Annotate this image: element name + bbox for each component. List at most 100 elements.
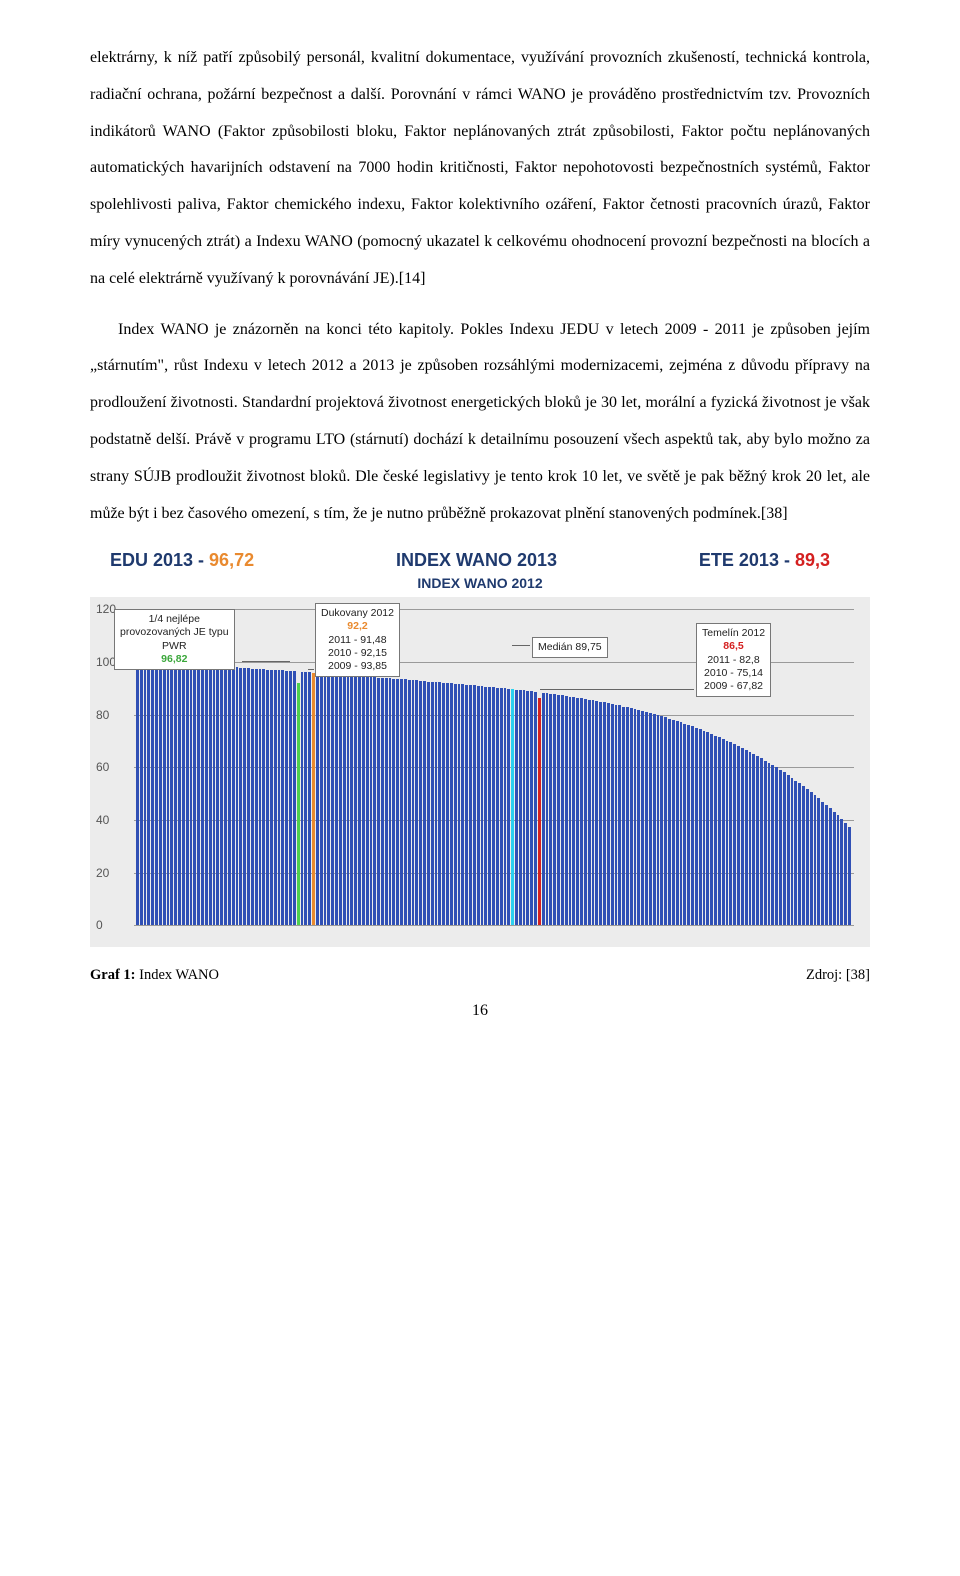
bar xyxy=(327,674,330,925)
bar xyxy=(446,683,449,926)
bar xyxy=(182,663,185,925)
bar xyxy=(519,690,522,925)
ytick-label: 80 xyxy=(96,708,109,722)
bar xyxy=(791,778,794,926)
bar xyxy=(392,679,395,926)
page-number: 16 xyxy=(90,1002,870,1020)
annotation-dukovany: Dukovany 2012 92,2 2011 - 91,48 2010 - 9… xyxy=(315,603,400,677)
ytick-label: 60 xyxy=(96,760,109,774)
bar xyxy=(343,675,346,925)
bar xyxy=(660,716,663,925)
bar xyxy=(802,786,805,925)
bar xyxy=(798,783,801,925)
bar xyxy=(228,667,231,926)
bar xyxy=(335,675,338,926)
bar xyxy=(733,744,736,925)
anno-tem-2009: 2009 - 67,82 xyxy=(702,680,765,693)
bar xyxy=(588,700,591,926)
bar xyxy=(641,711,644,925)
bar xyxy=(844,823,847,926)
bar xyxy=(630,708,633,925)
bar xyxy=(710,734,713,925)
bar xyxy=(668,719,671,926)
anno-pwr-l1: 1/4 nejlépe xyxy=(120,613,229,626)
bar xyxy=(741,748,744,925)
bar xyxy=(829,808,832,925)
bar xyxy=(645,712,648,925)
bar xyxy=(603,702,606,925)
bar xyxy=(285,671,288,926)
bar xyxy=(825,805,828,925)
bar xyxy=(549,694,552,925)
bar xyxy=(373,677,376,925)
bar xyxy=(216,666,219,926)
anno-tem-2010: 2010 - 75,14 xyxy=(702,667,765,680)
bar xyxy=(435,682,438,925)
edu-value: 96,72 xyxy=(209,550,254,570)
callout-median-line xyxy=(512,645,530,646)
bar xyxy=(492,687,495,925)
bar xyxy=(381,678,384,926)
caption-bold: Graf 1: xyxy=(90,967,139,983)
anno-duk-title: Dukovany 2012 xyxy=(321,607,394,620)
bar xyxy=(794,781,797,926)
edu-label-text: EDU 2013 - xyxy=(110,550,209,570)
bar xyxy=(542,693,545,926)
bar xyxy=(553,694,556,925)
bar xyxy=(320,674,323,926)
bar xyxy=(370,677,373,925)
bar xyxy=(209,665,212,925)
bar xyxy=(377,678,380,926)
bar xyxy=(840,819,843,925)
bar xyxy=(477,686,480,926)
plot-region: 1/4 nejlépe provozovaných JE typu PWR 96… xyxy=(134,609,854,925)
anno-tem-2012: 86,5 xyxy=(702,640,765,653)
bar xyxy=(653,714,656,925)
bar xyxy=(699,729,702,925)
bar xyxy=(626,707,629,925)
bar xyxy=(833,812,836,925)
bar xyxy=(274,670,277,925)
bar xyxy=(649,713,652,925)
bar xyxy=(768,763,771,926)
bar xyxy=(664,717,667,925)
bar xyxy=(232,667,235,925)
bar xyxy=(415,680,418,925)
bar xyxy=(427,682,430,926)
bar xyxy=(618,705,621,925)
anno-duk-2010: 2010 - 92,15 xyxy=(321,647,394,660)
bar xyxy=(167,662,170,925)
bar xyxy=(213,665,216,925)
bar xyxy=(278,670,281,925)
anno-pwr-l3: PWR xyxy=(120,640,229,653)
bar xyxy=(821,802,824,926)
annotation-pwr: 1/4 nejlépe provozovaných JE typu PWR 96… xyxy=(114,609,235,670)
bar xyxy=(530,691,533,925)
bar xyxy=(331,674,334,925)
bar xyxy=(259,669,262,925)
bar xyxy=(764,761,767,926)
bar xyxy=(442,683,445,926)
bar xyxy=(197,664,200,925)
bar xyxy=(806,789,809,925)
bar xyxy=(615,705,618,926)
bar xyxy=(423,681,426,925)
bar xyxy=(190,664,193,925)
bar xyxy=(504,688,507,925)
ytick-label: 20 xyxy=(96,866,109,880)
bar xyxy=(270,670,273,925)
bar xyxy=(304,672,307,925)
bar xyxy=(637,710,640,925)
bar xyxy=(458,684,461,925)
bar xyxy=(611,704,614,925)
bar xyxy=(193,664,196,925)
bar xyxy=(837,815,840,925)
bar xyxy=(147,662,150,925)
bar xyxy=(205,665,208,925)
bar xyxy=(695,728,698,926)
bar xyxy=(557,695,560,925)
bar xyxy=(301,672,304,926)
bar xyxy=(408,680,411,925)
callout-tem-line xyxy=(540,689,694,690)
bar xyxy=(749,752,752,926)
